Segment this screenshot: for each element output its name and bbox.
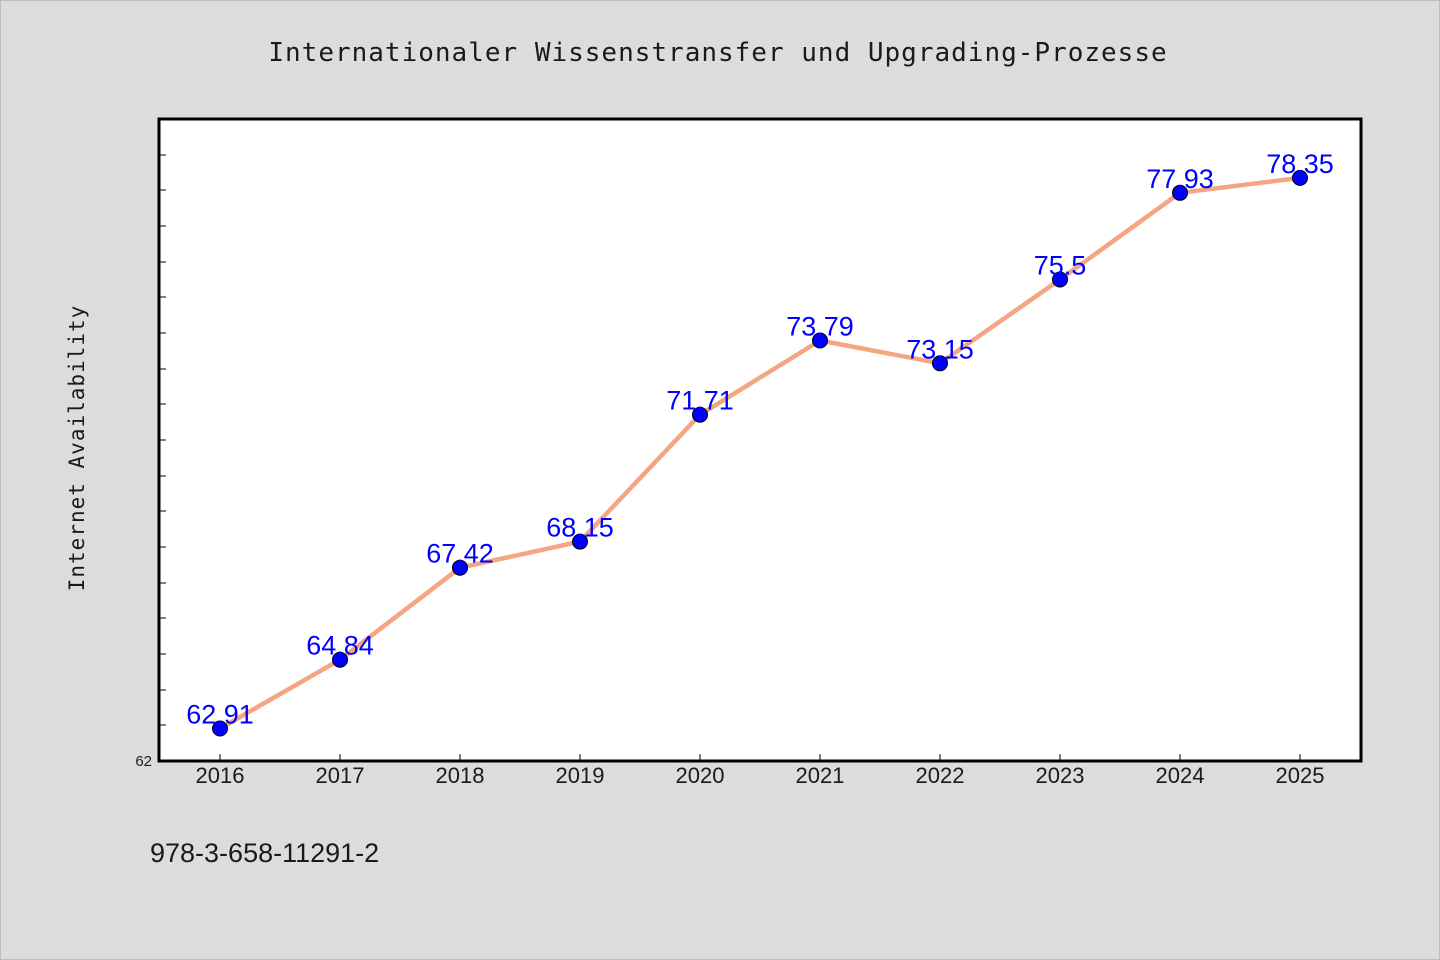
data-point-marker bbox=[1292, 169, 1308, 186]
footer-isbn: 978-3-658-11291-2 bbox=[150, 838, 379, 868]
data-point-marker bbox=[572, 533, 588, 550]
data-label: 78.35 bbox=[1266, 149, 1334, 179]
data-point-marker bbox=[212, 720, 228, 737]
data-label: 77.93 bbox=[1146, 164, 1214, 194]
data-point-marker bbox=[452, 559, 468, 576]
data-point-marker bbox=[692, 406, 708, 423]
chart-title: Internationaler Wissenstransfer und Upgr… bbox=[268, 38, 1167, 68]
data-point-marker bbox=[812, 332, 828, 349]
data-label: 73.15 bbox=[906, 334, 974, 364]
x-tick-label: 2025 bbox=[1276, 763, 1325, 788]
x-tick-label: 2022 bbox=[916, 763, 965, 788]
x-tick-label: 2023 bbox=[1036, 763, 1085, 788]
data-label: 75.5 bbox=[1034, 251, 1087, 281]
x-axis-tick-labels: 2016 2017 2018 2019 2020 2021 2022 2023 2024 2025 bbox=[196, 763, 1325, 788]
y-axis-label: Internet Availability bbox=[65, 305, 89, 592]
plot-frame bbox=[157, 117, 1363, 763]
data-label: 71.71 bbox=[666, 386, 734, 416]
x-tick-label: 2018 bbox=[436, 763, 485, 788]
x-tick-label: 2017 bbox=[316, 763, 365, 788]
series-markers bbox=[212, 169, 1308, 737]
data-point-marker bbox=[1052, 271, 1068, 288]
x-tick-label: 2024 bbox=[1156, 763, 1205, 788]
data-point-marker bbox=[332, 651, 348, 668]
x-tick-label: 2016 bbox=[196, 763, 245, 788]
data-labels: 62.91 64.84 67.42 68.15 71.71 73.79 73.15 75.5 7… bbox=[186, 149, 1334, 730]
series-line bbox=[217, 175, 1303, 731]
data-label: 73.79 bbox=[786, 312, 854, 342]
data-point-marker bbox=[1172, 184, 1188, 201]
plot-area bbox=[159, 119, 1361, 761]
data-point-marker bbox=[932, 355, 948, 372]
data-label: 64.84 bbox=[306, 631, 374, 661]
data-label: 62.91 bbox=[186, 700, 254, 730]
x-tick-label: 2019 bbox=[556, 763, 605, 788]
x-tick-label: 2020 bbox=[676, 763, 725, 788]
x-tick-label: 2021 bbox=[796, 763, 845, 788]
data-label: 67.42 bbox=[426, 539, 494, 569]
y-tick-label-min: 62 bbox=[135, 753, 152, 770]
data-label: 68.15 bbox=[546, 513, 614, 543]
